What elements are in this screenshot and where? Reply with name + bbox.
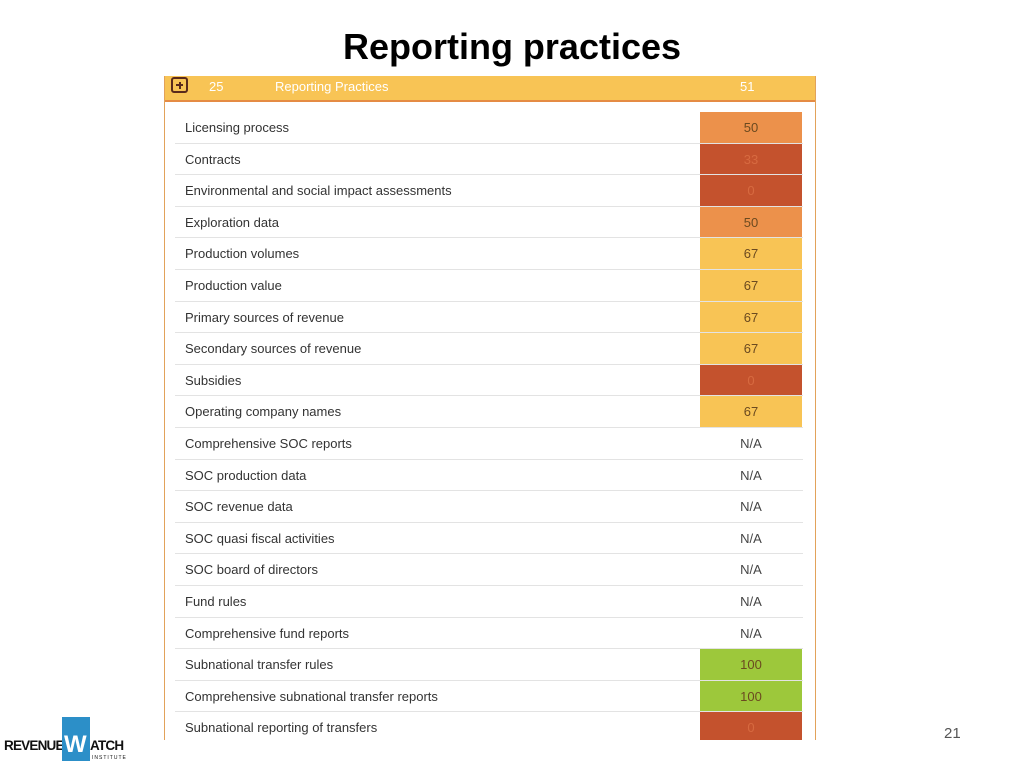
page-number: 21 bbox=[944, 725, 961, 742]
logo-w-letter: W bbox=[64, 731, 87, 758]
table-row: SOC board of directors N/A bbox=[175, 554, 803, 586]
indicator-label: SOC revenue data bbox=[185, 499, 293, 515]
indicator-score: 33 bbox=[700, 143, 802, 175]
slide-title: Reporting practices bbox=[342, 26, 682, 67]
table-row: Secondary sources of revenue 67 bbox=[175, 333, 803, 365]
table-row: SOC production data N/A bbox=[175, 460, 803, 492]
table-row: Fund rules N/A bbox=[175, 586, 803, 618]
indicator-score: N/A bbox=[740, 530, 762, 546]
indicator-score: N/A bbox=[740, 562, 762, 578]
indicator-label: Environmental and social impact assessme… bbox=[185, 183, 452, 199]
section-index: 25 bbox=[209, 79, 224, 94]
indicator-score: 0 bbox=[700, 364, 802, 396]
indicator-label: Exploration data bbox=[185, 214, 279, 230]
table-row: Subnational transfer rules 100 bbox=[175, 649, 803, 681]
indicator-label: Subnational transfer rules bbox=[185, 657, 334, 673]
indicator-label: Fund rules bbox=[185, 593, 247, 609]
table-row: Production value 67 bbox=[175, 269, 803, 302]
revenue-watch-logo: REVENUE W ATCH INSTITUTE bbox=[4, 716, 134, 762]
table-row: Comprehensive SOC reports N/A bbox=[175, 428, 803, 460]
indicator-label: Primary sources of revenue bbox=[185, 309, 344, 325]
expand-plus-icon[interactable] bbox=[171, 77, 188, 93]
header-divider bbox=[165, 100, 815, 102]
section-header: 25 Reporting Practices 51 bbox=[165, 76, 815, 100]
logo-w-mark bbox=[62, 717, 90, 761]
indicator-score: 100 bbox=[700, 649, 802, 680]
indicator-score: 50 bbox=[700, 112, 802, 143]
logo-subtext: INSTITUTE bbox=[92, 755, 127, 761]
indicator-score: N/A bbox=[740, 467, 762, 483]
indicator-label: SOC quasi fiscal activities bbox=[185, 530, 335, 546]
logo-text-right: ATCH bbox=[90, 738, 124, 753]
table-row: Environmental and social impact assessme… bbox=[175, 175, 803, 207]
indicator-label: SOC production data bbox=[185, 467, 307, 483]
indicator-label: Subsidies bbox=[185, 372, 242, 388]
table-row: Contracts 33 bbox=[175, 143, 803, 176]
indicator-score: 67 bbox=[700, 333, 802, 364]
indicator-score: 0 bbox=[700, 175, 802, 206]
table-row: SOC quasi fiscal activities N/A bbox=[175, 523, 803, 555]
table-row: Exploration data 50 bbox=[175, 206, 803, 239]
table-row: SOC revenue data N/A bbox=[175, 491, 803, 523]
indicator-label: Subnational reporting of transfers bbox=[185, 720, 378, 736]
indicator-score: 0 bbox=[700, 712, 802, 740]
table-row: Primary sources of revenue 67 bbox=[175, 301, 803, 334]
logo-text-left: REVENUE bbox=[4, 738, 64, 753]
indicator-label: Production value bbox=[185, 277, 282, 293]
indicator-score: N/A bbox=[740, 593, 762, 609]
indicator-label: Licensing process bbox=[185, 120, 290, 135]
table-row: Subnational reporting of transfers 0 bbox=[175, 712, 803, 740]
indicator-label: Comprehensive SOC reports bbox=[185, 435, 352, 451]
indicator-label: Comprehensive fund reports bbox=[185, 625, 350, 641]
indicator-score: 67 bbox=[700, 301, 802, 333]
table-row: Production volumes 67 bbox=[175, 238, 803, 270]
indicator-score: 100 bbox=[700, 680, 802, 712]
indicator-score: N/A bbox=[740, 625, 762, 641]
reporting-practices-panel: 25 Reporting Practices 51 Licensing proc… bbox=[164, 76, 816, 740]
section-score: 51 bbox=[740, 79, 755, 94]
table-row: Licensing process 50 bbox=[175, 112, 803, 144]
section-label: Reporting Practices bbox=[275, 79, 389, 94]
indicator-score: 67 bbox=[700, 396, 802, 427]
indicator-score: N/A bbox=[740, 499, 762, 515]
indicator-label: Comprehensive subnational transfer repor… bbox=[185, 688, 438, 704]
table-row: Comprehensive subnational transfer repor… bbox=[175, 680, 803, 713]
indicator-score: 50 bbox=[700, 206, 802, 238]
indicator-score: 67 bbox=[700, 269, 802, 301]
table-row: Comprehensive fund reports N/A bbox=[175, 618, 803, 650]
indicator-score: 67 bbox=[700, 238, 802, 269]
indicator-label: Operating company names bbox=[185, 404, 342, 420]
indicator-score: N/A bbox=[740, 435, 762, 451]
indicator-label: SOC board of directors bbox=[185, 562, 318, 578]
indicator-label: Secondary sources of revenue bbox=[185, 341, 362, 357]
indicator-list: Licensing process 50 Contracts 33 Environmen… bbox=[165, 112, 815, 740]
table-row: Subsidies 0 bbox=[175, 364, 803, 397]
indicator-label: Production volumes bbox=[185, 246, 300, 262]
indicator-label: Contracts bbox=[185, 151, 241, 167]
table-row: Operating company names 67 bbox=[175, 396, 803, 428]
